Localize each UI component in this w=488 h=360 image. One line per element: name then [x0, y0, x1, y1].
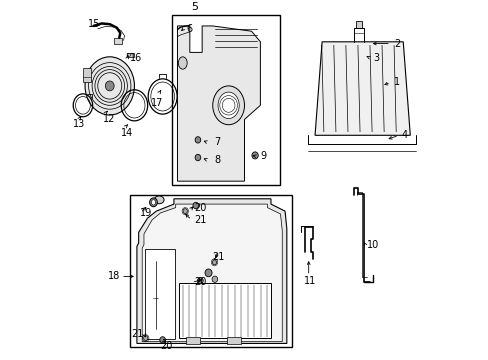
Text: 9: 9	[260, 152, 266, 162]
Ellipse shape	[218, 92, 239, 118]
Text: 12: 12	[102, 114, 115, 124]
Bar	[172, 15, 279, 185]
Text: 19: 19	[140, 208, 152, 218]
Text: 16: 16	[130, 53, 142, 63]
Bar	[179, 283, 270, 338]
Ellipse shape	[143, 336, 147, 341]
Text: 17: 17	[150, 98, 163, 108]
Ellipse shape	[204, 269, 212, 277]
Text: 8: 8	[214, 155, 220, 165]
Text: 18: 18	[108, 271, 120, 282]
Text: 6: 6	[186, 24, 192, 35]
Ellipse shape	[212, 260, 216, 265]
Text: 2: 2	[394, 39, 400, 49]
Text: 1: 1	[394, 77, 400, 87]
Ellipse shape	[197, 278, 203, 284]
Ellipse shape	[183, 209, 187, 213]
Text: 21: 21	[211, 252, 224, 262]
Text: 14: 14	[121, 128, 133, 138]
Polygon shape	[314, 42, 409, 135]
Bar	[186, 337, 200, 345]
Bar	[83, 68, 91, 82]
Ellipse shape	[195, 154, 201, 161]
Bar	[114, 38, 122, 44]
Text: 21: 21	[131, 329, 143, 339]
Ellipse shape	[193, 202, 198, 209]
Ellipse shape	[149, 198, 157, 207]
Text: 15: 15	[87, 19, 100, 29]
Polygon shape	[177, 26, 260, 181]
Text: 7: 7	[214, 138, 220, 147]
Ellipse shape	[178, 57, 187, 69]
Polygon shape	[142, 204, 282, 342]
Ellipse shape	[212, 276, 217, 282]
Text: 20: 20	[194, 278, 206, 287]
Text: 3: 3	[372, 53, 379, 63]
Ellipse shape	[151, 200, 155, 205]
Text: 10: 10	[366, 240, 379, 249]
Text: 20: 20	[194, 203, 206, 213]
Bar	[127, 53, 133, 57]
Ellipse shape	[85, 57, 134, 115]
Bar	[226, 337, 241, 345]
Polygon shape	[137, 199, 286, 343]
Text: 20: 20	[160, 341, 172, 351]
Text: 21: 21	[194, 215, 206, 225]
Text: 11: 11	[303, 276, 315, 287]
Ellipse shape	[160, 337, 165, 343]
Ellipse shape	[251, 152, 258, 159]
Bar	[145, 249, 175, 339]
Ellipse shape	[195, 137, 201, 143]
Ellipse shape	[154, 196, 164, 204]
Text: 4: 4	[401, 130, 407, 140]
Text: 5: 5	[191, 2, 198, 12]
Bar	[130, 195, 291, 347]
Text: 13: 13	[73, 120, 85, 130]
Bar	[356, 21, 361, 28]
Ellipse shape	[212, 86, 244, 125]
Ellipse shape	[105, 81, 114, 91]
